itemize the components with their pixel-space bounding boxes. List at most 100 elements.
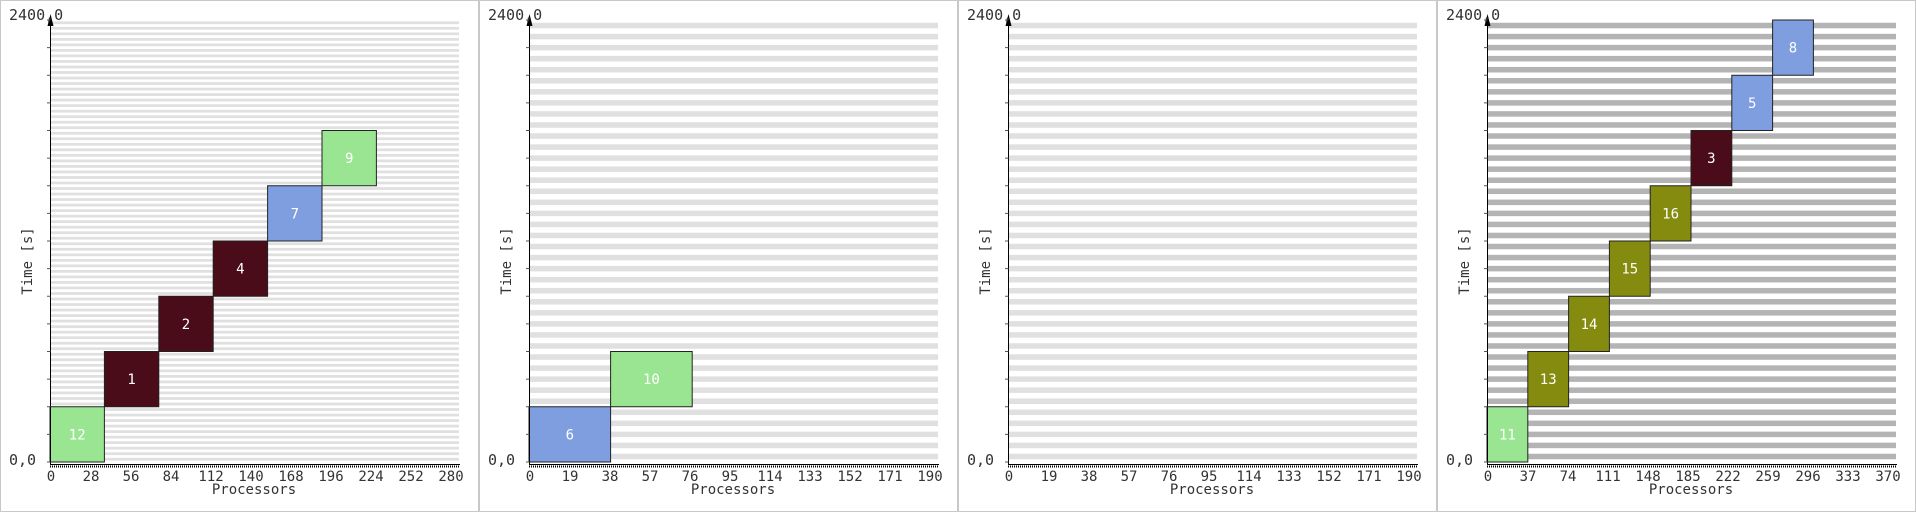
grid-line [51,330,459,334]
x-tick-label: 19 [1041,469,1058,485]
x-tick-label: 133 [1276,469,1301,485]
grid-line [530,133,938,139]
grid-line [530,365,938,371]
x-tick-label: 252 [398,469,423,485]
grid-line [530,265,938,272]
grid-line [1488,22,1896,29]
grid-line [530,232,938,239]
x-tick-label: 168 [278,469,303,485]
y-axis-ticks [1484,19,1488,463]
grid-line [1488,453,1896,460]
x-tick-label: 56 [123,469,140,485]
x-tick-label: 28 [83,469,100,485]
grid-line [51,336,459,340]
grid-line [530,398,938,404]
grid-line [1009,453,1417,460]
grid-line [1488,276,1896,283]
grid-line [1009,321,1417,327]
grid-line [51,104,459,108]
job-10-block [610,351,693,408]
grid-line [51,93,459,96]
grid-lines [530,22,938,460]
grid-line [530,287,938,294]
grid-line [51,187,459,190]
x-tick-label: 222 [1715,469,1740,485]
grid-line [1009,78,1417,84]
grid-line [51,341,459,345]
origin-label: 0,0 [9,451,36,469]
grid-line [1009,376,1417,382]
grid-line [1009,188,1417,195]
grid-line [1009,232,1417,239]
grid-line [530,321,938,327]
y-axis-ticks [47,19,51,463]
grid-line [1488,343,1896,349]
grid-line [1009,221,1417,228]
x-tick-label: 95 [722,469,739,485]
grid-line [51,43,459,47]
grid-line [530,89,938,95]
grid-line [51,452,459,456]
grid-line [530,199,938,206]
job-5-block [1731,74,1774,131]
job-15-block [1608,240,1651,297]
job-10-label: 10 [643,372,660,388]
jobs: 6 10 [528,351,693,463]
grid-line [1488,387,1896,393]
grid-line [51,153,459,157]
grid-line [1009,398,1417,404]
grid-line [51,87,459,91]
y-axis-ticks [1005,19,1009,463]
grid-line [1009,365,1417,371]
grid-line [1009,155,1417,161]
grid-line [1009,276,1417,283]
grid-lines [51,21,459,461]
grid-line [1488,409,1896,416]
grid-line [530,420,938,427]
job-4-label: 4 [236,262,244,278]
grid-line [51,71,459,74]
grid-line [1009,33,1417,40]
job-16-block [1649,185,1692,242]
grid-line [1009,89,1417,95]
grid-line [51,314,459,317]
y-axis-label: Time [s] [499,227,515,294]
grid-line [530,66,938,73]
grid-line [1488,55,1896,62]
grid-line [51,32,459,36]
grid-line [51,358,459,362]
grid-line [1488,287,1896,294]
grid-line [530,166,938,172]
job-8-block [1772,19,1814,76]
grid-line [51,82,459,85]
grid-line [51,231,459,235]
grid-line [51,65,459,69]
x-tick-label: 0 [1005,469,1013,485]
grid-line [1488,321,1896,327]
job-3-block [1690,130,1733,187]
chart-panel-3: 0 19 38 57 76 95 114 133 152 171 190 Processors Time… [958,0,1437,512]
job-9-label: 9 [345,151,353,167]
grid-line [530,100,938,106]
grid-line [530,431,938,438]
chart-panel-2: 6 10 0 19 38 57 76 95 114 133 152 171 190 Processors T… [479,0,958,512]
grid-line [530,376,938,382]
grid-line [51,402,459,406]
grid-line [51,60,459,63]
grid-line [51,408,459,411]
job-4-block [212,240,269,297]
grid-line [51,413,459,417]
grid-line [1009,144,1417,150]
x-tick-label: 171 [877,469,902,485]
y-axis-label: Time [s] [1457,227,1473,294]
grid-line [51,236,459,240]
grid-line [530,343,938,349]
x-tick-label: 259 [1755,469,1780,485]
grid-line [530,243,938,250]
x-tick-label: 190 [1396,469,1421,485]
grid-line [530,22,938,29]
grid-line [1488,420,1896,427]
x-tick-label: 76 [1161,469,1178,485]
grid-line [51,120,459,124]
grid-line [51,26,459,30]
